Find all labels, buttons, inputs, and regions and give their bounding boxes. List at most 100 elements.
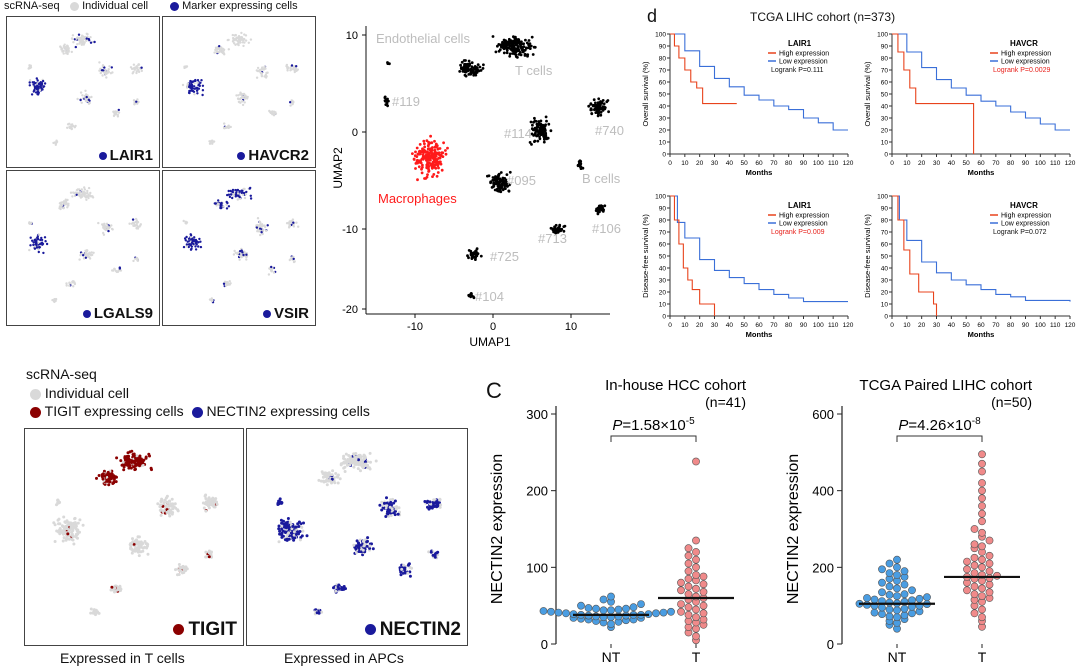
cell-point <box>325 471 329 475</box>
cell-point <box>362 454 366 458</box>
cell-point <box>119 459 123 463</box>
cell-point <box>239 254 242 258</box>
cell-point <box>70 37 74 40</box>
cell-point <box>43 82 47 85</box>
cell-point <box>234 188 237 192</box>
km-ytick: 40 <box>881 266 889 273</box>
umap-cell-point <box>434 166 438 170</box>
bee-point <box>893 555 901 564</box>
umap-cell-point <box>476 63 480 66</box>
cell-point <box>433 553 437 557</box>
cell-point <box>28 84 31 87</box>
km-ytick: 70 <box>881 68 889 75</box>
umap-cell-point <box>539 128 542 131</box>
cell-point <box>190 87 193 90</box>
cell-point <box>62 49 65 53</box>
cell-point <box>242 44 245 48</box>
cell-point <box>80 34 84 37</box>
cell-point <box>89 191 92 195</box>
cell-point <box>85 32 89 35</box>
cell-point <box>29 236 32 239</box>
bee-point <box>870 595 879 604</box>
cell-point <box>237 94 240 97</box>
cell-point <box>403 570 407 574</box>
cell-point <box>135 223 138 227</box>
cell-point <box>288 520 292 524</box>
cell-point <box>170 497 174 501</box>
umap-cell-point <box>591 103 595 107</box>
cell-point <box>138 460 142 464</box>
bee-point <box>978 486 986 495</box>
cell-point <box>196 79 200 82</box>
cell-point <box>66 206 69 209</box>
cell-point <box>72 191 75 194</box>
cell-point <box>94 612 98 615</box>
cell-point <box>135 454 139 458</box>
cell-point <box>33 247 37 250</box>
bee-point <box>978 555 986 564</box>
cell-point <box>336 585 340 589</box>
km-ytick: 90 <box>659 206 667 213</box>
km-xtick: 40 <box>948 322 956 329</box>
bee-point <box>863 600 871 609</box>
cell-point <box>111 228 114 231</box>
umap-cell-point <box>529 44 533 48</box>
umap-cell-point <box>501 180 505 184</box>
cell-point <box>406 571 410 575</box>
umap-cell-point <box>476 252 480 256</box>
cell-point <box>40 241 44 244</box>
cell-point <box>40 86 43 89</box>
cell-point <box>108 65 111 68</box>
bee-point <box>885 559 894 568</box>
cell-point <box>135 548 139 552</box>
bee-xtick: NT <box>602 649 621 665</box>
cell-point <box>111 71 114 74</box>
cell-point <box>214 48 217 52</box>
legend-individual: Individual cell <box>70 0 148 12</box>
umap-ytick: -20 <box>342 304 358 316</box>
umap-cell-point <box>560 227 564 231</box>
km-legend-high: High expression <box>1001 51 1051 58</box>
umap-xtick: 10 <box>565 321 577 333</box>
bee-point <box>900 604 909 613</box>
km-ytick: 40 <box>881 104 889 111</box>
bee-point <box>652 609 660 618</box>
cell-point <box>319 479 323 483</box>
cell-point <box>358 538 362 542</box>
cell-point <box>68 281 71 284</box>
cell-point <box>173 502 177 506</box>
cell-point <box>388 505 392 509</box>
cell-point <box>276 501 280 505</box>
mini-umap-plot <box>28 186 142 304</box>
umap-cell-point <box>440 151 444 155</box>
km-xtick: 60 <box>977 160 985 167</box>
km-plot: 0 10 20 30 40 50 60 70 80 90 100 0 10 20 30 40 50 60 70 80 9… <box>863 194 1076 340</box>
km-xtick: 120 <box>1065 322 1076 329</box>
bee-point <box>699 601 708 610</box>
cell-point <box>37 91 40 95</box>
cell-point <box>385 512 389 515</box>
cell-point <box>88 101 91 105</box>
km-xtick: 110 <box>1050 322 1061 329</box>
cell-point <box>380 500 384 504</box>
bee-point <box>607 592 615 601</box>
umap-cell-point <box>542 131 545 135</box>
cell-point <box>255 226 259 229</box>
cell-point <box>131 72 134 75</box>
cell-point <box>39 81 42 84</box>
umap-cell-point <box>521 50 525 54</box>
umap-cell-point <box>541 123 545 127</box>
umap-cell-point <box>545 119 548 123</box>
cell-point <box>37 248 40 251</box>
cell-point <box>228 283 231 286</box>
umap-cell-point <box>423 142 426 146</box>
cell-point <box>234 251 237 254</box>
km-xtick: 70 <box>770 322 778 329</box>
cell-point <box>241 251 244 254</box>
km-xtick: 110 <box>828 160 839 167</box>
umap-cell-point <box>423 145 427 149</box>
km-xtick: 10 <box>681 322 689 329</box>
cell-point <box>58 532 62 536</box>
cell-point <box>174 568 177 572</box>
cell-point <box>197 245 200 248</box>
